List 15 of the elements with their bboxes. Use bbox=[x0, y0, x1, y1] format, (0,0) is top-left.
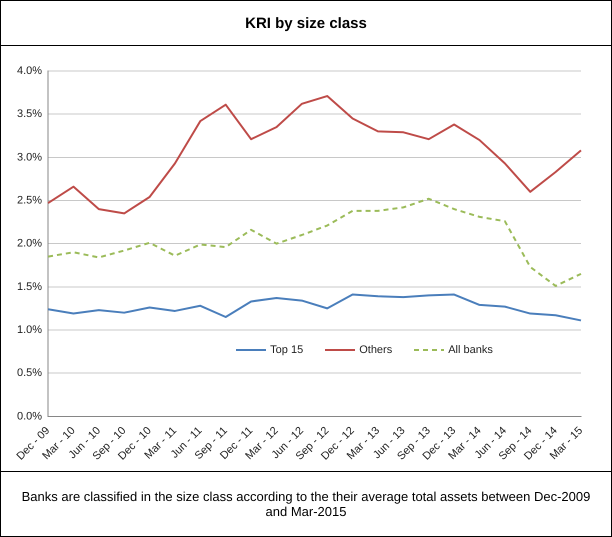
y-tick-label: 2.5% bbox=[16, 194, 42, 207]
legend-label: Top 15 bbox=[270, 344, 304, 356]
chart-title: KRI by size class bbox=[1, 1, 611, 46]
y-tick-label: 4.0% bbox=[16, 65, 42, 78]
y-tick-label: 1.0% bbox=[16, 324, 42, 336]
y-tick-label: 1.5% bbox=[16, 280, 42, 293]
line-series bbox=[47, 198, 582, 287]
y-tick-label: 2.0% bbox=[16, 238, 42, 250]
y-tick-label: 3.0% bbox=[16, 151, 42, 164]
y-tick-label: 0.0% bbox=[16, 410, 42, 422]
y-tick-label: 3.5% bbox=[16, 108, 42, 120]
legend-label: Others bbox=[359, 344, 392, 356]
text: Banks are classified in the size class according to the their average total assets between Dec-2009 and Mar-2015 bbox=[20, 489, 592, 519]
legend-label: All banks bbox=[448, 344, 493, 356]
y-tick-label: 0.5% bbox=[16, 367, 42, 380]
